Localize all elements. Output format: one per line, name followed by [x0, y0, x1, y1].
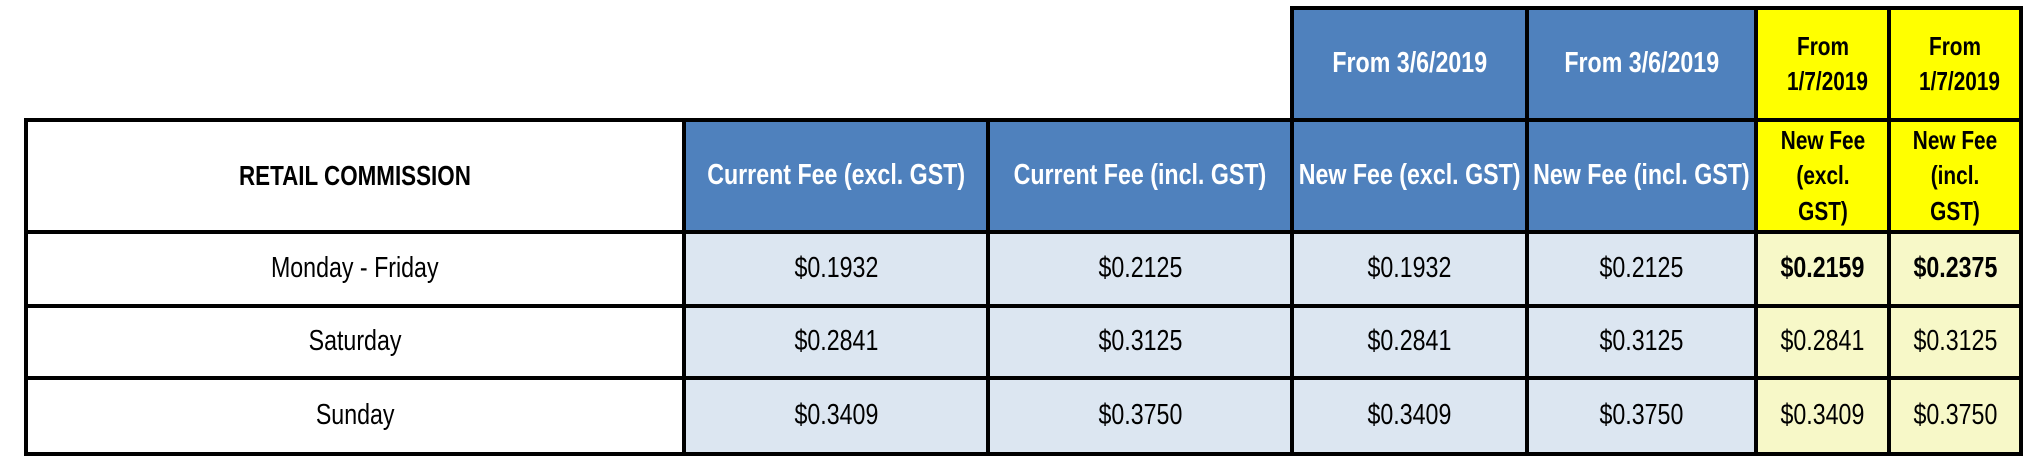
- fee-cell: $0.1932: [1290, 230, 1529, 308]
- fee-cell-text: $0.2125: [1599, 252, 1684, 285]
- fee-cell-text: $0.2125: [1098, 252, 1182, 285]
- column-header-text: Current Fee (excl. GST): [707, 159, 965, 192]
- effective-date-header-text: From 1/7/2019: [1786, 30, 1868, 96]
- column-header-text: New Fee (excl. GST): [1780, 125, 1865, 226]
- fee-cell: $0.3125: [1525, 304, 1758, 380]
- column-header: New Fee (incl. GST): [1887, 118, 2023, 234]
- fee-cell: $0.3750: [1525, 376, 1758, 456]
- fee-cell: $0.3750: [1887, 376, 2023, 456]
- fee-cell: $0.2841: [1290, 304, 1529, 380]
- fee-cell-text: $0.3125: [1599, 325, 1684, 358]
- effective-date-header: From 1/7/2019: [1887, 6, 2023, 122]
- row-label-text: Sunday: [315, 399, 395, 432]
- fee-cell: $0.2841: [1754, 304, 1891, 380]
- fee-cell-text: $0.3409: [794, 399, 878, 432]
- table-title-text: RETAIL COMMISSION: [239, 160, 471, 192]
- effective-date-header-text: From 1/7/2019: [1919, 30, 2000, 96]
- fee-cell-text: $0.3409: [1780, 399, 1865, 432]
- row-label: Sunday: [24, 376, 686, 456]
- fee-cell: $0.3125: [1887, 304, 2023, 380]
- effective-date-header: From 1/7/2019: [1754, 6, 1891, 122]
- column-header: New Fee (excl. GST): [1754, 118, 1891, 234]
- column-header: New Fee (incl. GST): [1525, 118, 1758, 234]
- table-title: RETAIL COMMISSION: [24, 118, 686, 234]
- fee-cell-text: $0.3125: [1098, 325, 1182, 358]
- fee-cell: $0.2841: [682, 304, 990, 380]
- row-label-text: Monday - Friday: [271, 252, 439, 285]
- fee-cell: $0.3125: [986, 304, 1294, 380]
- column-header-text: Current Fee (incl. GST): [1013, 159, 1267, 192]
- fee-cell: $0.2375: [1887, 230, 2023, 308]
- fee-cell: $0.2125: [986, 230, 1294, 308]
- fee-cell-text: $0.1932: [1367, 252, 1452, 285]
- effective-date-header: From 3/6/2019: [1290, 6, 1529, 122]
- fee-cell-text: $0.3750: [1098, 399, 1182, 432]
- column-header: New Fee (excl. GST): [1290, 118, 1529, 234]
- fee-cell-text: $0.3409: [1367, 399, 1452, 432]
- effective-date-header: From 3/6/2019: [1525, 6, 1758, 122]
- row-label-text: Saturday: [308, 325, 402, 358]
- effective-date-header-text: From 3/6/2019: [1332, 47, 1487, 80]
- fee-cell: $0.1932: [682, 230, 990, 308]
- fee-cell-text: $0.2841: [1367, 325, 1452, 358]
- fee-cell: $0.3750: [986, 376, 1294, 456]
- fee-cell: $0.2125: [1525, 230, 1758, 308]
- column-header-text: New Fee (incl. GST): [1533, 159, 1750, 192]
- fee-cell-text: $0.1932: [794, 252, 878, 285]
- fee-cell-text: $0.3125: [1913, 325, 1997, 358]
- fee-cell-text: $0.3750: [1913, 399, 1997, 432]
- effective-date-header-text: From 3/6/2019: [1564, 47, 1719, 80]
- fee-cell: $0.2159: [1754, 230, 1891, 308]
- column-header: Current Fee (incl. GST): [986, 118, 1294, 234]
- fee-cell-text: $0.3750: [1599, 399, 1684, 432]
- fee-cell: $0.3409: [682, 376, 990, 456]
- column-header-text: New Fee (excl. GST): [1298, 159, 1521, 192]
- fee-cell-text: $0.2159: [1780, 252, 1865, 285]
- column-header-text: New Fee (incl. GST): [1912, 125, 1998, 226]
- fee-cell-text: $0.2841: [1780, 325, 1865, 358]
- fee-cell-text: $0.2375: [1913, 252, 1997, 285]
- row-label: Monday - Friday: [24, 230, 686, 308]
- fee-cell: $0.3409: [1754, 376, 1891, 456]
- fee-cell: $0.3409: [1290, 376, 1529, 456]
- column-header: Current Fee (excl. GST): [682, 118, 990, 234]
- fee-cell-text: $0.2841: [794, 325, 878, 358]
- row-label: Saturday: [24, 304, 686, 380]
